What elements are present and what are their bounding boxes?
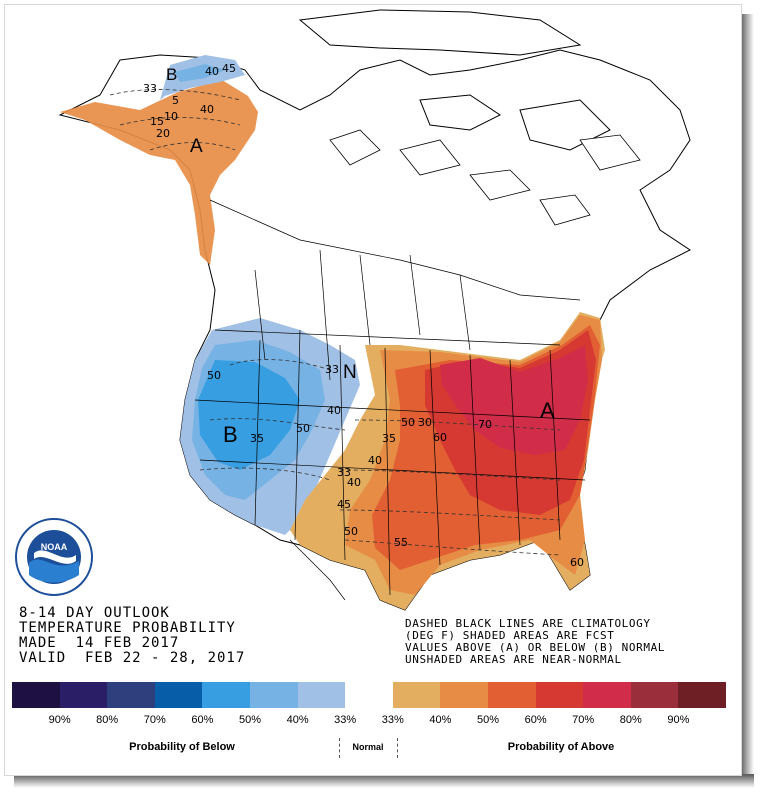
contour-label: 10 xyxy=(164,110,178,123)
legend-swatch xyxy=(59,682,108,708)
legend-percent-label: 60% xyxy=(524,714,547,726)
contour-label: 33 xyxy=(143,82,157,95)
contour-label: 40 xyxy=(200,103,214,116)
normal-caption: Normal xyxy=(352,742,384,752)
contour-label: 40 xyxy=(368,454,382,467)
contour-label: 50 xyxy=(296,422,310,435)
legend-swatch xyxy=(487,682,536,708)
legend-swatch xyxy=(202,682,250,708)
contour-label: 33 xyxy=(337,466,351,479)
normal-bracket-left xyxy=(339,738,340,758)
contour-label: 35 xyxy=(250,432,264,445)
contour-label: 33 xyxy=(325,363,339,376)
note-line: UNSHADED AREAS ARE NEAR-NORMAL xyxy=(405,653,622,666)
contour-label: 70 xyxy=(478,418,492,431)
legend-swatch xyxy=(297,682,346,708)
note-line: DASHED BLACK LINES ARE CLIMATOLOGY xyxy=(405,617,651,630)
east-above-shading xyxy=(290,312,605,610)
legend-percent-label: 50% xyxy=(476,714,500,726)
legend-percent-label: 70% xyxy=(143,714,166,726)
arctic-islands xyxy=(329,129,641,226)
legend-percent-label: 33% xyxy=(381,714,404,726)
contour-label: 30 xyxy=(418,416,432,429)
contour-label: 60 xyxy=(433,431,447,444)
legend-swatch xyxy=(345,682,393,708)
contour-label: 20 xyxy=(156,127,170,140)
legend-swatch xyxy=(154,682,203,708)
contour-label: 35 xyxy=(382,432,396,445)
legend-swatch xyxy=(249,682,298,708)
contour-label: 15 xyxy=(150,115,164,128)
legend-percent-label: 50% xyxy=(238,714,262,726)
header-line: MADE 14 FEB 2017 xyxy=(19,635,180,651)
west-below-shading xyxy=(180,318,360,535)
contour-label: 50 xyxy=(344,525,358,538)
legend-swatch xyxy=(535,682,584,708)
contour-label: 40 xyxy=(327,404,341,417)
frame-shadow-bottom xyxy=(14,774,754,788)
above-caption: Probability of Above xyxy=(507,741,615,753)
legend-percent-label: 33% xyxy=(334,714,357,726)
legend-percent-label: 90% xyxy=(48,714,71,726)
noaa-logo: NOAA xyxy=(15,518,93,596)
legend-swatch xyxy=(107,682,155,708)
alaska-below-label: B xyxy=(166,65,177,84)
west-below-label: B xyxy=(223,422,238,447)
legend-swatch xyxy=(678,682,726,708)
frame-shadow-right xyxy=(740,14,754,786)
note-line: (DEG F) SHADED AREAS ARE FCST xyxy=(405,629,615,642)
alaska-shading xyxy=(60,55,258,265)
below-caption: Probability of Below xyxy=(129,741,235,753)
climatology-note: DASHED BLACK LINES ARE CLIMATOLOGY (DEG F… xyxy=(405,618,665,666)
legend-swatch xyxy=(12,682,60,708)
legend-percent-label: 60% xyxy=(191,714,214,726)
contour-label: 40 xyxy=(347,476,361,489)
note-line: VALUES ABOVE (A) OR BELOW (B) NORMAL xyxy=(405,641,666,654)
noaa-logo-text: NOAA xyxy=(41,542,68,552)
normal-bracket-right xyxy=(397,738,398,758)
legend-percent-label: 90% xyxy=(667,714,690,726)
legend-percent-label: 80% xyxy=(96,714,119,726)
header-line: VALID FEB 22 - 28, 2017 xyxy=(19,650,246,666)
contour-label: 45 xyxy=(222,62,236,75)
legend-percent-label: 70% xyxy=(572,714,595,726)
east-above-label: A xyxy=(540,398,555,423)
normal-label: N xyxy=(343,362,357,383)
contour-label: 50 xyxy=(401,416,415,429)
legend-swatch xyxy=(630,682,679,708)
alaska-above-label: A xyxy=(190,136,203,157)
contour-label: 40 xyxy=(205,65,219,78)
header-line: 8-14 DAY OUTLOOK xyxy=(19,605,170,621)
outlook-header: 8-14 DAY OUTLOOK TEMPERATURE PROBABILITY M… xyxy=(19,606,245,666)
contour-label: 45 xyxy=(337,498,351,511)
legend-percent-label: 40% xyxy=(429,714,452,726)
header-line: TEMPERATURE PROBABILITY xyxy=(19,620,236,636)
contour-label: 50 xyxy=(207,369,221,382)
legend-swatch xyxy=(392,682,441,708)
legend-percent-label: 80% xyxy=(619,714,642,726)
political-boundaries xyxy=(194,199,591,601)
probability-legend xyxy=(12,682,726,708)
legend-percent-label: 40% xyxy=(286,714,309,726)
contour-label: 55 xyxy=(394,536,408,549)
contour-label: 60 xyxy=(570,556,584,569)
contour-label: 5 xyxy=(172,94,179,107)
legend-swatch xyxy=(583,682,631,708)
climatology-contours xyxy=(109,89,561,556)
legend-swatch xyxy=(440,682,488,708)
